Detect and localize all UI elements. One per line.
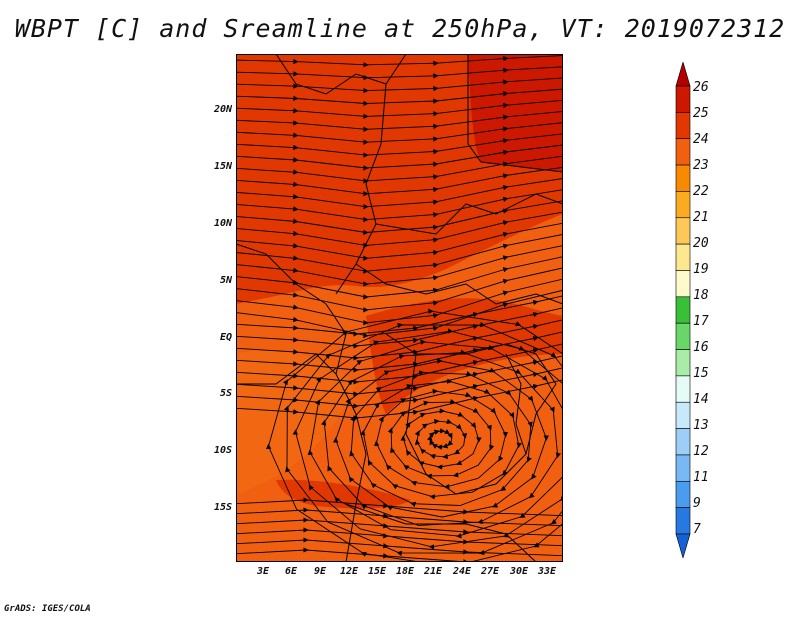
streamline xyxy=(236,66,563,81)
colorbar-label-26: 26 xyxy=(693,80,709,95)
streamline xyxy=(266,308,563,562)
lon-label-24e: 24E xyxy=(452,566,472,577)
colorbar-label-21: 21 xyxy=(693,210,709,225)
country-border xyxy=(505,353,527,455)
colorbar-label-20: 20 xyxy=(693,236,709,251)
map-title: WBPT [C] and Sreamline at 250hPa, VT: 20… xyxy=(14,14,786,43)
country-border xyxy=(236,243,327,305)
lon-label-12e: 12E xyxy=(339,566,359,577)
colorbar-label-14: 14 xyxy=(693,392,709,407)
colorbar-graphic xyxy=(675,60,691,560)
colorbar-swatch xyxy=(675,112,691,140)
colorbar-swatch xyxy=(675,243,691,271)
lat-label-10n: 10N xyxy=(213,218,232,229)
streamlines xyxy=(236,55,563,562)
country-border xyxy=(405,353,457,495)
lon-label-21e: 21E xyxy=(423,566,443,577)
colorbar-label-22: 22 xyxy=(693,184,709,199)
lat-label-15s: 15S xyxy=(213,502,232,513)
streamline xyxy=(236,507,563,527)
country-border xyxy=(335,83,387,295)
lon-label-3e: 3E xyxy=(256,566,270,577)
colorbar-swatch xyxy=(675,270,691,298)
colorbar-swatch xyxy=(675,164,691,192)
streamline xyxy=(236,55,563,68)
colorbar-label-16: 16 xyxy=(693,340,709,355)
colorbar-label-25: 25 xyxy=(693,106,709,121)
country-border xyxy=(275,54,407,95)
wbpt-streamline-map xyxy=(236,54,563,562)
colorbar-label-13: 13 xyxy=(693,418,709,433)
country-border xyxy=(355,263,563,305)
colorbar-swatch xyxy=(675,217,691,245)
colorbar xyxy=(668,60,728,560)
streamline xyxy=(236,77,563,94)
colorbar-swatch xyxy=(675,85,691,113)
lon-label-18e: 18E xyxy=(395,566,415,577)
colorbar-label-9: 9 xyxy=(693,496,701,511)
colorbar-label-18: 18 xyxy=(693,288,709,303)
colorbar-label-19: 19 xyxy=(693,262,709,277)
colorbar-swatch xyxy=(675,454,691,482)
colorbar-label-24: 24 xyxy=(693,132,709,147)
country-borders xyxy=(236,54,563,562)
map-panel xyxy=(236,54,563,562)
colorbar-swatch xyxy=(675,322,691,350)
streamline xyxy=(236,537,563,557)
lat-label-20n: 20N xyxy=(213,104,232,115)
lat-label-eq: EQ xyxy=(219,332,232,343)
colorbar-swatch xyxy=(675,349,691,377)
lon-label-6e: 6E xyxy=(284,566,298,577)
colorbar-swatch xyxy=(675,480,691,508)
streamline xyxy=(236,497,563,517)
country-border xyxy=(325,303,367,562)
country-border xyxy=(385,333,557,385)
colorbar-swatch xyxy=(675,191,691,219)
colorbar-swatch xyxy=(675,375,691,403)
colorbar-swatch xyxy=(675,428,691,456)
streamline xyxy=(236,88,563,107)
colorbar-label-12: 12 xyxy=(693,444,709,459)
lon-label-27e: 27E xyxy=(480,566,500,577)
colorbar-swatch xyxy=(675,138,691,166)
streamline xyxy=(236,527,563,547)
colorbar-label-7: 7 xyxy=(693,522,701,537)
colorbar-swatch xyxy=(675,401,691,429)
lon-label-30e: 30E xyxy=(509,566,529,577)
country-border xyxy=(236,353,337,385)
colorbar-swatch xyxy=(675,296,691,324)
country-border xyxy=(375,193,563,235)
colorbar-label-23: 23 xyxy=(693,158,709,173)
lat-label-5s: 5S xyxy=(219,388,232,399)
map-frame xyxy=(236,54,563,562)
lat-label-5n: 5N xyxy=(219,275,232,286)
lon-label-9e: 9E xyxy=(313,566,327,577)
streamline xyxy=(236,547,478,562)
lon-label-33e: 33E xyxy=(537,566,557,577)
lat-label-15n: 15N xyxy=(213,161,232,172)
colorbar-top-arrow xyxy=(675,60,691,87)
colorbar-bottom-arrow xyxy=(675,533,691,560)
colorbar-swatch xyxy=(675,507,691,535)
colorbar-label-17: 17 xyxy=(693,314,709,329)
colorbar-label-15: 15 xyxy=(693,366,709,381)
lat-label-10s: 10S xyxy=(213,445,232,456)
country-border xyxy=(345,503,537,562)
lon-label-15e: 15E xyxy=(367,566,387,577)
streamline xyxy=(236,517,563,537)
colorbar-label-11: 11 xyxy=(693,470,709,485)
footer-credit: GrADS: IGES/COLA xyxy=(4,604,91,614)
country-border xyxy=(467,54,563,173)
